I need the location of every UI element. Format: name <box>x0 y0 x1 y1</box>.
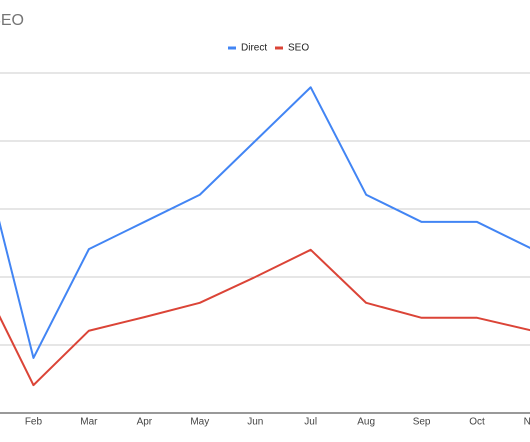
x-tick-label: Feb <box>25 417 43 428</box>
x-tick-label: Nov <box>524 417 530 428</box>
legend-label: SEO <box>288 43 309 54</box>
series-line <box>0 248 530 387</box>
x-tick-label: Sep <box>413 417 431 428</box>
x-tick-label: Mar <box>80 417 98 428</box>
chart-title: SEO <box>0 12 24 29</box>
x-tick-label: Apr <box>137 417 153 428</box>
legend-label: Direct <box>241 43 267 54</box>
x-tick-label: Jul <box>304 417 317 428</box>
x-tick-label: May <box>190 417 209 428</box>
series-line <box>0 86 530 359</box>
x-tick-label: Oct <box>469 417 485 428</box>
x-tick-label: Aug <box>357 417 375 428</box>
x-tick-label: Jun <box>247 417 263 428</box>
